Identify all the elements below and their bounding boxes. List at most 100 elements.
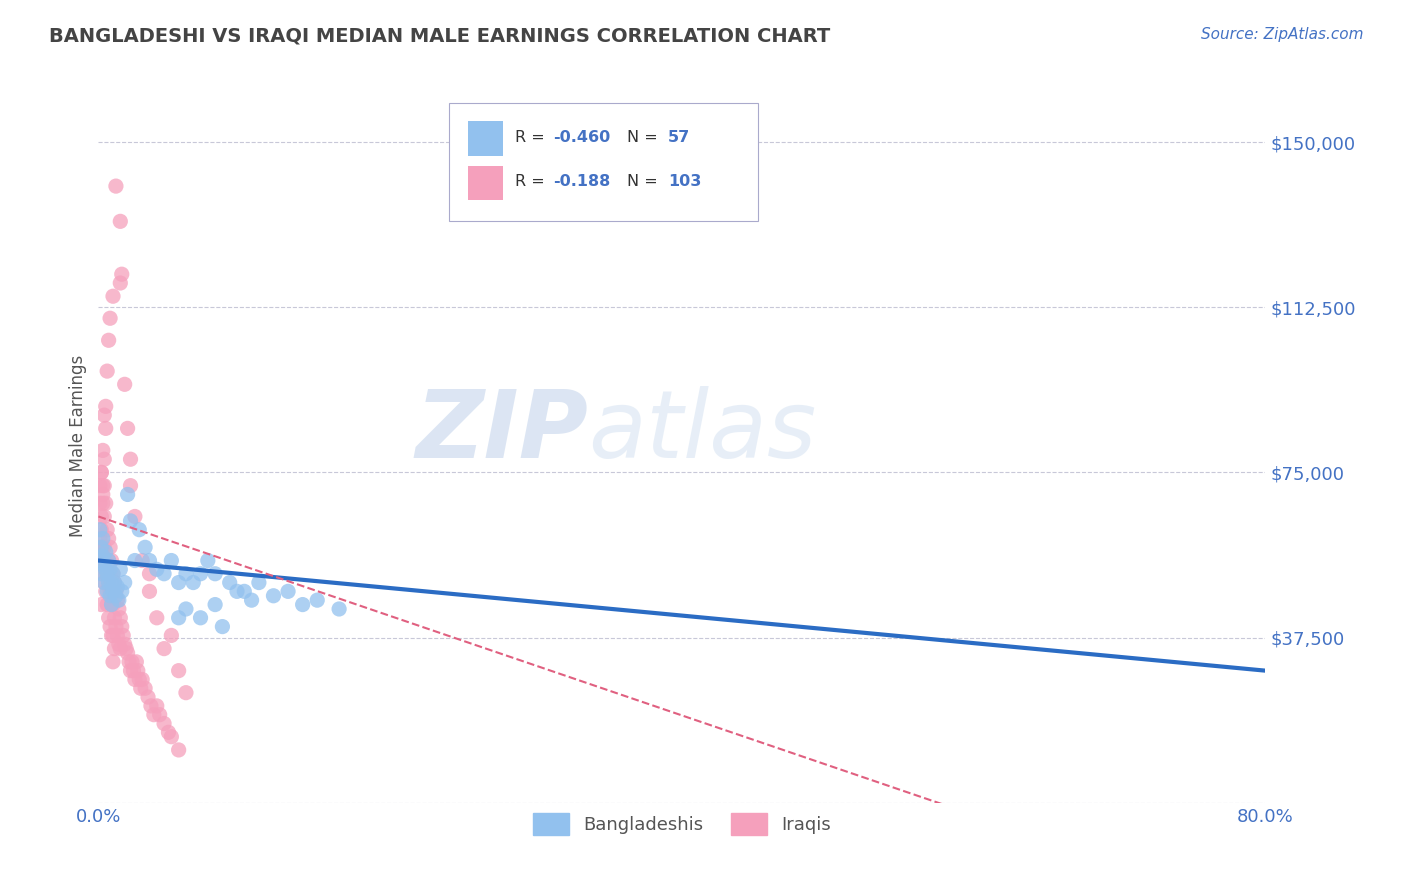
Point: [110, 214, 132, 228]
Point: [167, 743, 190, 757]
Text: R =: R =: [515, 129, 550, 145]
Point: [96, 523, 118, 537]
Point: [91, 541, 114, 555]
Point: [104, 179, 127, 194]
Point: [97, 553, 120, 567]
Point: [97, 532, 120, 546]
Point: [94, 400, 117, 414]
Point: [101, 289, 124, 303]
Point: [146, 611, 169, 625]
Point: [96, 584, 118, 599]
Point: [108, 602, 131, 616]
Point: [167, 664, 190, 678]
Point: [111, 584, 134, 599]
Point: [100, 553, 122, 567]
Point: [98, 311, 121, 326]
Point: [94, 421, 117, 435]
Point: [89, 553, 111, 567]
Point: [138, 566, 160, 581]
Point: [100, 598, 122, 612]
Point: [93, 575, 115, 590]
Point: [90, 466, 112, 480]
Point: [90, 566, 112, 581]
Point: [93, 452, 115, 467]
Point: [111, 619, 134, 633]
Point: [94, 562, 117, 576]
Point: [277, 584, 299, 599]
Point: [93, 509, 115, 524]
Point: [111, 267, 134, 281]
Point: [101, 566, 124, 581]
Legend: Bangladeshis, Iraqis: Bangladeshis, Iraqis: [524, 804, 839, 844]
Point: [128, 673, 150, 687]
Point: [108, 593, 131, 607]
Point: [124, 509, 146, 524]
Point: [181, 575, 204, 590]
Point: [167, 575, 190, 590]
Point: [157, 725, 180, 739]
Point: [93, 541, 115, 555]
Text: -0.188: -0.188: [554, 175, 610, 189]
Point: [98, 584, 121, 599]
Point: [90, 553, 112, 567]
Point: [91, 532, 114, 546]
Point: [262, 589, 284, 603]
FancyBboxPatch shape: [468, 121, 503, 155]
Point: [134, 541, 156, 555]
Text: N =: N =: [627, 175, 664, 189]
Point: [160, 730, 183, 744]
Text: ZIP: ZIP: [416, 385, 589, 478]
Point: [174, 686, 197, 700]
Point: [328, 602, 350, 616]
Point: [138, 553, 160, 567]
Point: [115, 641, 138, 656]
Point: [125, 655, 148, 669]
Point: [160, 628, 183, 642]
Point: [90, 523, 112, 537]
Point: [291, 598, 314, 612]
Point: [103, 575, 125, 590]
Point: [120, 514, 142, 528]
Point: [117, 646, 139, 660]
Point: [114, 637, 136, 651]
Point: [93, 575, 115, 590]
Point: [153, 641, 176, 656]
Point: [89, 496, 111, 510]
Point: [98, 541, 121, 555]
Point: [105, 580, 128, 594]
Point: [89, 478, 111, 492]
Point: [112, 628, 135, 642]
Point: [124, 673, 146, 687]
Point: [118, 655, 141, 669]
Text: Source: ZipAtlas.com: Source: ZipAtlas.com: [1201, 27, 1364, 42]
Point: [226, 584, 249, 599]
Point: [131, 673, 153, 687]
Point: [108, 637, 131, 651]
Point: [128, 523, 150, 537]
Point: [120, 478, 142, 492]
Point: [139, 698, 162, 713]
Point: [110, 641, 132, 656]
Point: [167, 611, 190, 625]
Point: [110, 611, 132, 625]
Point: [197, 553, 219, 567]
Text: atlas: atlas: [589, 386, 817, 477]
Point: [105, 628, 128, 642]
Point: [90, 541, 112, 555]
Point: [91, 478, 114, 492]
Point: [89, 532, 111, 546]
Point: [89, 553, 111, 567]
Point: [96, 566, 118, 581]
Point: [89, 541, 111, 555]
Point: [93, 408, 115, 422]
Point: [190, 611, 212, 625]
Text: N =: N =: [627, 129, 664, 145]
Point: [90, 466, 112, 480]
Point: [122, 664, 145, 678]
Point: [93, 558, 115, 572]
Point: [98, 619, 121, 633]
Point: [101, 584, 124, 599]
Point: [114, 377, 136, 392]
Point: [97, 553, 120, 567]
Point: [89, 523, 111, 537]
